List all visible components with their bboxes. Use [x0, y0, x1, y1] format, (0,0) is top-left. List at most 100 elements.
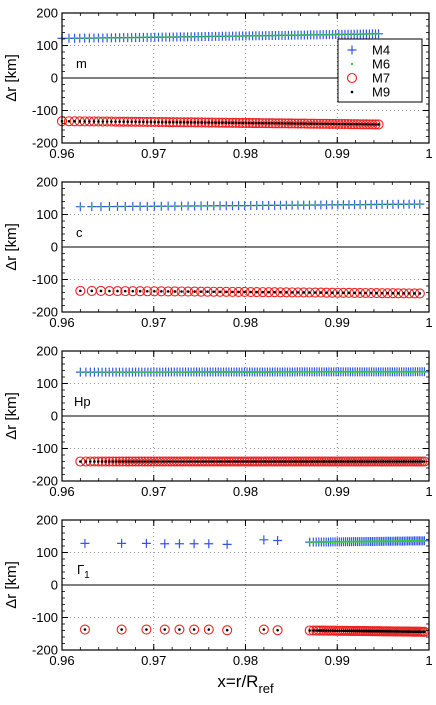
data-point-M9 — [208, 460, 212, 463]
data-point-M9 — [365, 629, 369, 633]
data-point-M6 — [207, 35, 210, 38]
data-point-M6 — [249, 204, 252, 207]
data-point-M6 — [325, 203, 328, 207]
data-point-M9 — [374, 629, 378, 633]
data-point-M6 — [411, 370, 415, 374]
data-point-M9 — [118, 120, 121, 123]
data-point-M9 — [340, 629, 343, 633]
data-point-M6 — [140, 370, 143, 374]
data-point-M9 — [158, 460, 162, 463]
data-point-M6 — [73, 37, 76, 40]
data-point-M6 — [158, 370, 162, 374]
data-point-M9 — [105, 120, 109, 123]
data-point-M9 — [334, 460, 338, 463]
data-point-M9 — [178, 628, 181, 631]
data-point-M6 — [397, 203, 400, 206]
data-point-M6 — [398, 370, 401, 374]
data-point-M9 — [353, 460, 357, 463]
data-point-M9 — [371, 123, 374, 126]
data-point-M9 — [225, 628, 229, 632]
data-point-M6 — [302, 203, 305, 207]
data-point-M9 — [271, 460, 274, 463]
data-point-M6 — [240, 370, 244, 374]
data-point-M9 — [160, 120, 164, 124]
legend-marker-M6 — [350, 62, 354, 66]
data-point-M7 — [104, 285, 115, 297]
data-point-M6 — [358, 540, 361, 543]
data-point-M6 — [396, 539, 399, 543]
data-point-M9 — [280, 122, 284, 125]
data-point-M9 — [193, 121, 196, 124]
data-point-M9 — [308, 460, 311, 463]
data-point-M6 — [264, 34, 267, 37]
data-point-M9 — [224, 460, 228, 463]
data-point-M9 — [217, 121, 221, 124]
data-point-M6 — [257, 34, 261, 37]
data-point-M9 — [267, 290, 270, 294]
data-point-M6 — [377, 370, 380, 374]
data-point-M9 — [130, 120, 133, 124]
data-point-M9 — [186, 121, 189, 124]
data-point-M9 — [267, 121, 271, 125]
data-point-M9 — [145, 628, 148, 631]
data-point-M9 — [134, 120, 137, 124]
data-point-M9 — [325, 460, 328, 463]
data-point-M6 — [157, 36, 160, 39]
data-point-M9 — [243, 460, 246, 463]
data-point-M6 — [333, 540, 337, 544]
data-point-M9 — [123, 289, 127, 293]
x-tick-label: 0.96 — [49, 146, 74, 161]
data-point-M6 — [381, 370, 385, 374]
data-point-M9 — [423, 460, 426, 463]
data-point-M6 — [138, 36, 141, 39]
data-point-M6 — [97, 36, 100, 40]
data-point-M6 — [383, 540, 387, 543]
data-point-M6 — [374, 32, 377, 36]
data-point-M6 — [67, 37, 71, 40]
data-point-M9 — [149, 460, 153, 463]
data-point-M9 — [299, 122, 303, 125]
data-point-M9 — [97, 120, 100, 123]
data-point-M4 — [141, 538, 151, 548]
data-point-M9 — [173, 290, 177, 293]
data-point-M6 — [161, 35, 164, 39]
data-point-M9 — [253, 460, 257, 463]
data-point-M6 — [393, 370, 396, 374]
data-point-M9 — [227, 121, 231, 125]
data-point-M6 — [124, 205, 127, 208]
data-point-M9 — [339, 460, 343, 463]
data-point-M6 — [179, 35, 182, 39]
data-point-M9 — [386, 460, 390, 463]
data-point-M9 — [296, 460, 299, 463]
data-point-M9 — [203, 121, 207, 124]
data-point-M6 — [365, 32, 368, 36]
data-point-M9 — [263, 460, 267, 463]
data-point-M9 — [347, 291, 351, 295]
series-M9 — [79, 289, 422, 295]
data-point-M6 — [303, 370, 306, 374]
data-point-M6 — [92, 36, 96, 40]
y-tick-label: 100 — [36, 38, 58, 53]
data-point-M9 — [327, 460, 331, 463]
data-point-M9 — [325, 291, 328, 294]
data-point-M9 — [245, 460, 249, 463]
y-tick-label: 200 — [36, 6, 58, 21]
data-point-M9 — [346, 460, 350, 463]
data-point-M6 — [273, 204, 276, 207]
data-point-M6 — [344, 540, 347, 543]
data-point-M6 — [291, 370, 294, 374]
data-point-M9 — [224, 121, 228, 125]
data-point-M7 — [233, 286, 244, 297]
panel-1: 0.96 0.97 0.98 0.99 1 -200 -100 0 100 200 Δr [km] m… — [3, 6, 433, 162]
data-point-M6 — [130, 36, 133, 39]
data-point-M9 — [325, 122, 328, 126]
data-point-M6 — [403, 539, 406, 543]
data-point-M6 — [241, 34, 244, 38]
data-point-M9 — [314, 629, 318, 632]
data-point-M6 — [325, 370, 328, 374]
data-point-M9 — [279, 290, 282, 294]
data-point-M9 — [337, 460, 340, 463]
series-M6 — [79, 370, 426, 374]
data-point-M9 — [375, 291, 378, 295]
data-point-M9 — [206, 460, 209, 463]
